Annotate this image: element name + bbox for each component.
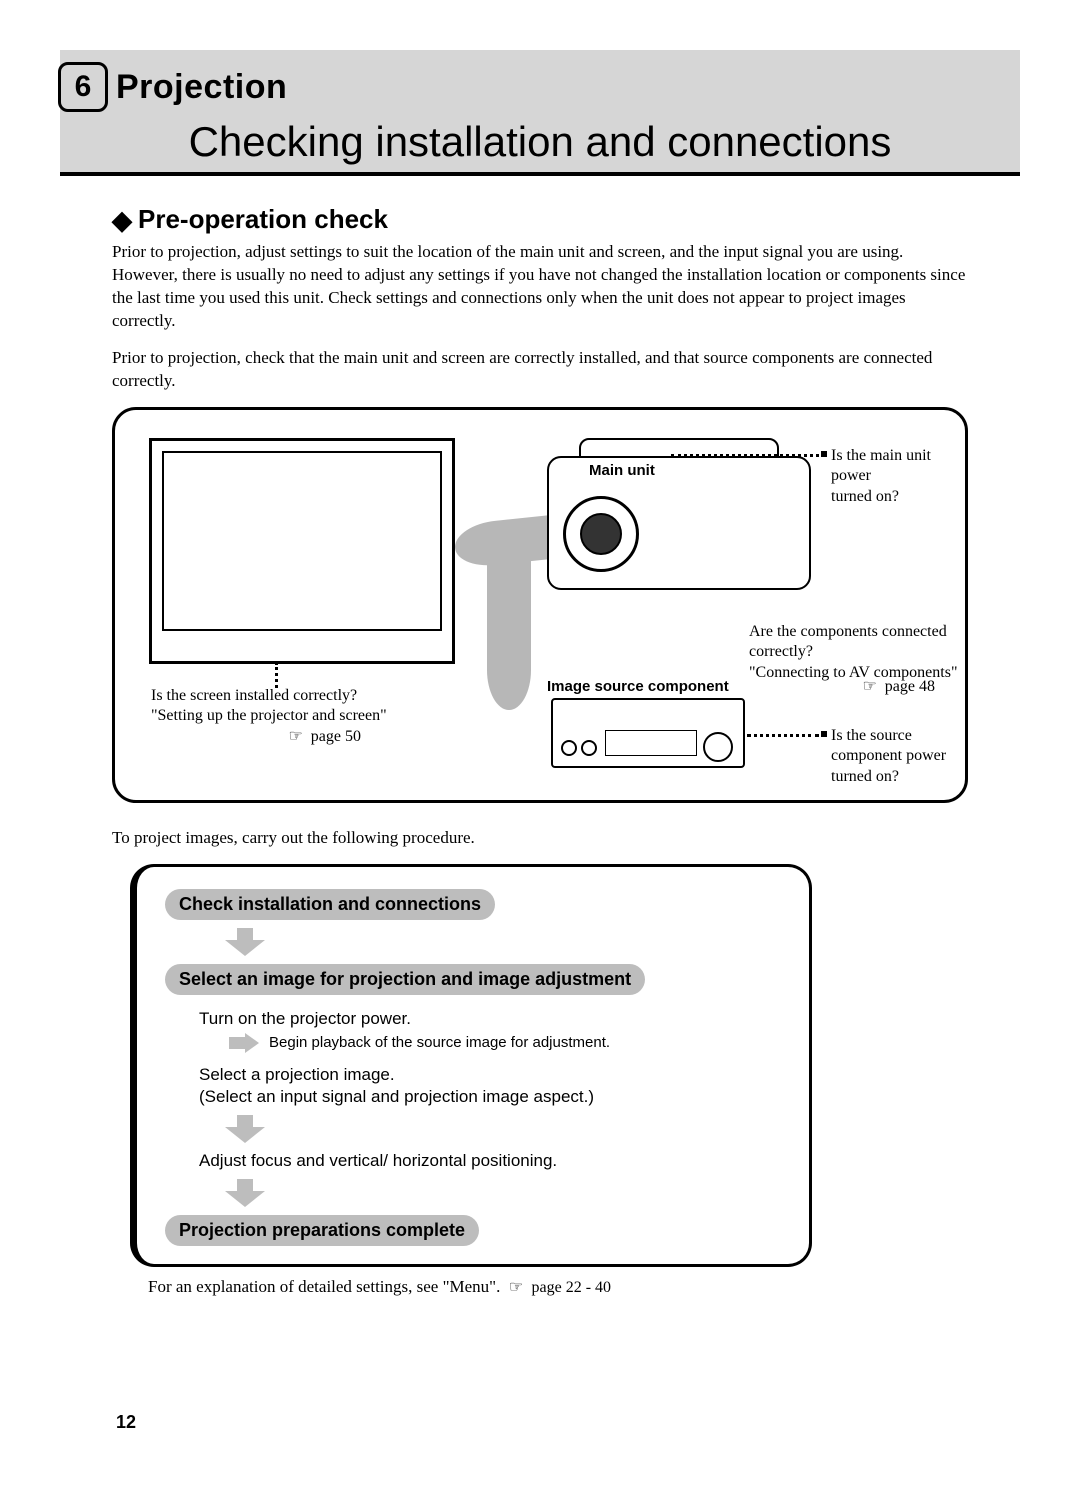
pointer-icon <box>862 678 880 695</box>
flow-substep-2b-line2: (Select an input signal and projection i… <box>199 1087 781 1107</box>
flow-step-1: Check installation and connections <box>165 889 495 920</box>
source-power-question: Is the source component power turned on? <box>831 726 965 788</box>
connection-page-ref: page 48 <box>862 676 935 696</box>
source-component-label: Image source component <box>547 678 729 695</box>
dotted-leader <box>747 734 819 737</box>
flow-substep-2c: Adjust focus and vertical/ horizontal po… <box>199 1151 781 1171</box>
page-number: 12 <box>116 1412 136 1433</box>
q1-line1: Is the main unit power <box>831 447 931 485</box>
footnote-text: For an explanation of detailed settings,… <box>148 1277 500 1296</box>
footnote-ref: page 22 - 40 <box>531 1279 611 1296</box>
section-heading: ◆Pre-operation check <box>112 204 968 235</box>
chapter-title: Projection <box>116 68 287 107</box>
page-content: ◆Pre-operation check Prior to projection… <box>60 204 1020 1297</box>
q1-line2: turned on? <box>831 488 899 505</box>
flow-substep-2a-detail: Begin playback of the source image for a… <box>269 1034 610 1051</box>
flow-substep-2a: Turn on the projector power. <box>199 1009 781 1029</box>
diamond-icon: ◆ <box>112 205 132 236</box>
screen-caption: Is the screen installed correctly? "Sett… <box>151 686 387 748</box>
pointer-icon <box>288 728 306 745</box>
screen-inner <box>162 451 442 631</box>
down-arrow-icon <box>225 1179 781 1207</box>
pointer-icon <box>509 1279 527 1296</box>
flow-substep-2b-line1: Select a projection image. <box>199 1065 781 1085</box>
dotted-leader <box>671 454 819 457</box>
q2-line1: Are the components connected correctly? <box>749 623 947 661</box>
screen-ref-title: "Setting up the projector and screen" <box>151 707 387 724</box>
bullet-icon <box>821 451 827 457</box>
flow-step-2: Select an image for projection and image… <box>165 964 645 995</box>
chapter-header: 6 Projection Checking installation and c… <box>60 50 1020 176</box>
dotted-leader <box>275 662 278 688</box>
q3-line2: turned on? <box>831 768 899 785</box>
bullet-icon <box>821 731 827 737</box>
source-component-illustration <box>551 698 745 768</box>
chapter-number-badge: 6 <box>58 62 108 112</box>
projector-lens <box>563 496 639 572</box>
down-arrow-icon <box>225 1115 781 1143</box>
procedure-flowchart: Check installation and connections Selec… <box>130 864 812 1267</box>
section-title-text: Pre-operation check <box>138 204 388 234</box>
flow-sub-row: Begin playback of the source image for a… <box>229 1033 781 1053</box>
main-unit-question: Is the main unit power turned on? <box>831 446 965 508</box>
intro-paragraph-1: Prior to projection, adjust settings to … <box>112 241 968 333</box>
q2-ref-text: page 48 <box>885 678 935 695</box>
procedure-intro: To project images, carry out the followi… <box>112 827 968 850</box>
chapter-row: 6 Projection <box>58 62 1020 112</box>
source-panel <box>605 730 697 756</box>
cable-graphic <box>487 550 531 710</box>
right-arrow-icon <box>229 1033 259 1053</box>
q3-line1: Is the source component power <box>831 727 946 765</box>
flow-step-3: Projection preparations complete <box>165 1215 479 1246</box>
main-unit-label: Main unit <box>589 462 655 479</box>
screen-page-ref: page 50 <box>311 728 361 745</box>
manual-page: 6 Projection Checking installation and c… <box>0 0 1080 1489</box>
connection-diagram: Is the screen installed correctly? "Sett… <box>112 407 968 803</box>
screen-question: Is the screen installed correctly? <box>151 687 357 704</box>
down-arrow-icon <box>225 928 781 956</box>
footnote: For an explanation of detailed settings,… <box>148 1277 968 1297</box>
screen-illustration <box>149 438 455 664</box>
source-knob <box>703 732 733 762</box>
intro-paragraph-2: Prior to projection, check that the main… <box>112 347 968 393</box>
page-title: Checking installation and connections <box>60 118 1020 166</box>
